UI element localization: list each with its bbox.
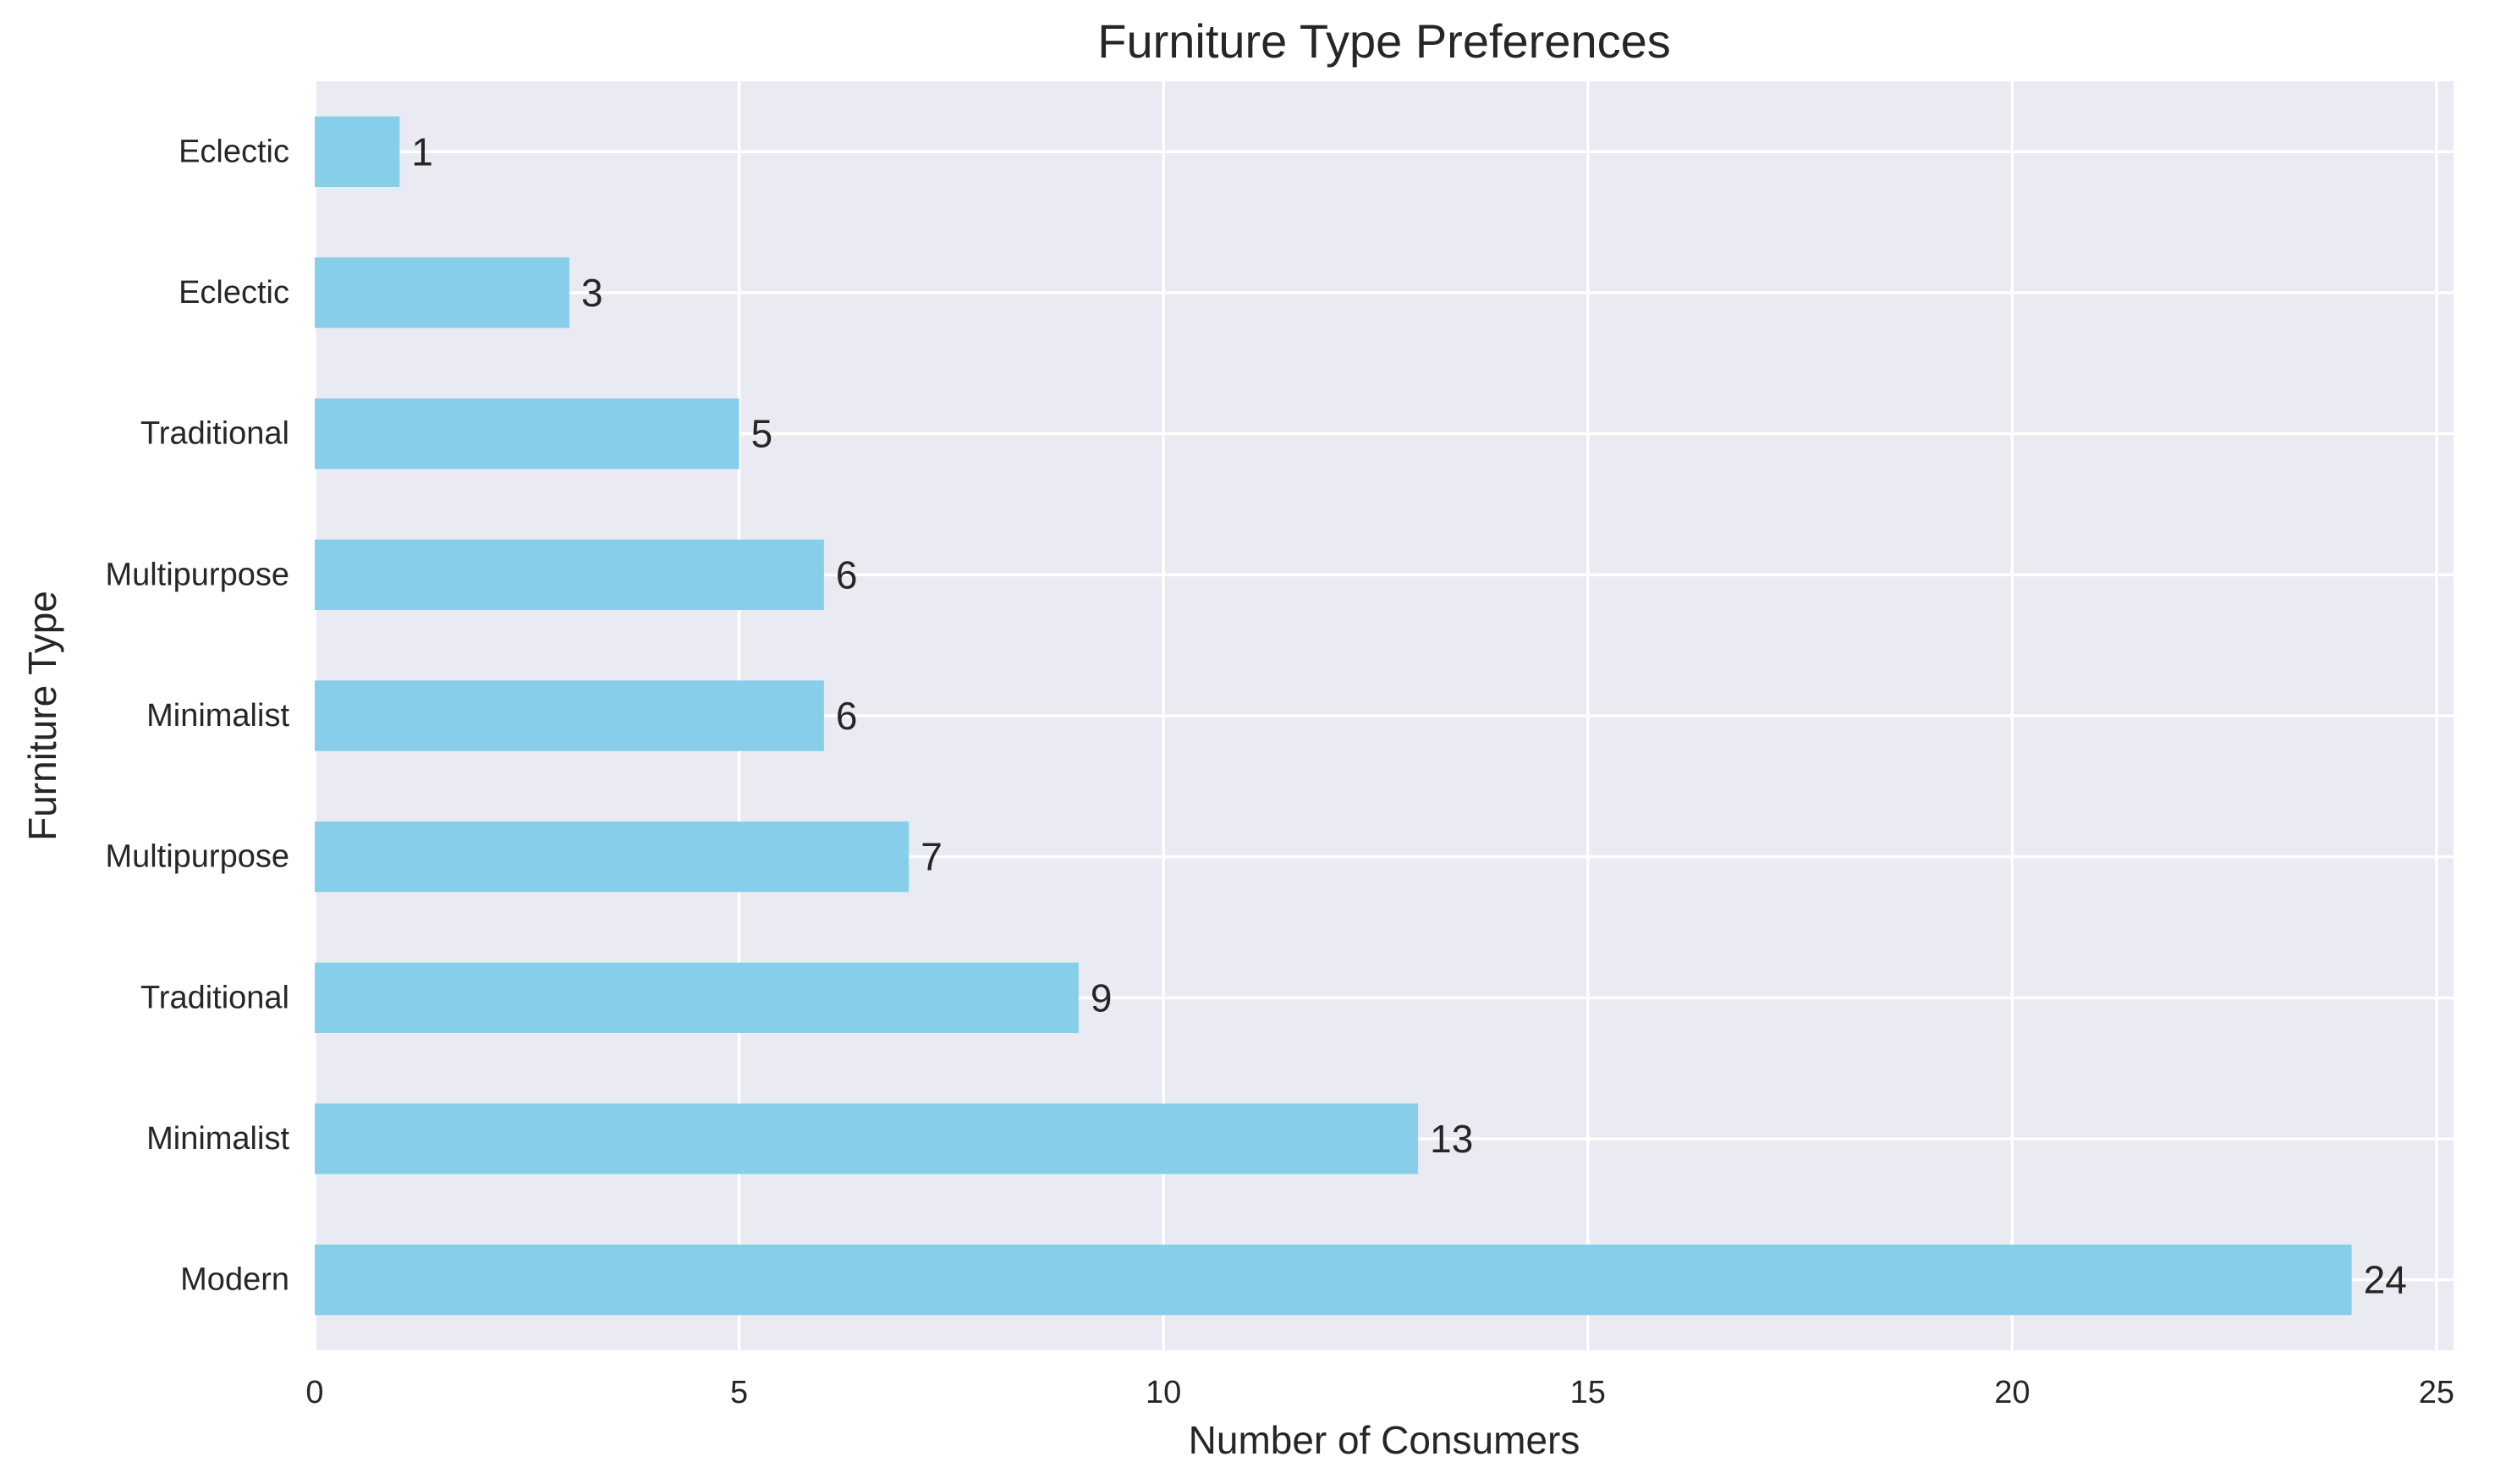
bar-value-label: 6 <box>836 552 858 596</box>
y-tick-label: Eclectic <box>179 134 289 169</box>
y-tick-label: Traditional <box>140 980 289 1015</box>
y-tick-label: Multipurpose <box>105 557 289 592</box>
bar <box>315 680 824 751</box>
x-tick-label: 5 <box>730 1375 748 1410</box>
x-tick-labels: 0 5 10 15 20 25 <box>305 1375 2454 1410</box>
bar <box>315 962 1079 1033</box>
y-tick-label: Modern <box>180 1262 289 1298</box>
x-tick-label: 25 <box>2419 1375 2454 1410</box>
y-tick-label: Minimalist <box>146 698 289 734</box>
x-tick-label: 15 <box>1570 1375 1606 1410</box>
bar-value-label: 13 <box>1430 1117 1473 1161</box>
bar <box>315 257 569 328</box>
chart-title: Furniture Type Preferences <box>1097 14 1671 68</box>
bar <box>315 539 824 610</box>
bar-value-label: 24 <box>2364 1258 2407 1302</box>
bar-value-label: 3 <box>581 271 603 315</box>
y-tick-label: Minimalist <box>146 1121 289 1157</box>
bar <box>315 398 739 470</box>
bar <box>315 1245 2352 1316</box>
x-tick-label: 20 <box>1994 1375 2030 1410</box>
bar <box>315 1103 1419 1174</box>
x-axis-label: Number of Consumers <box>1189 1418 1580 1462</box>
bar-value-label: 7 <box>921 835 942 879</box>
x-tick-label: 10 <box>1146 1375 1181 1410</box>
bar <box>315 822 910 893</box>
bar-value-label: 6 <box>836 694 858 738</box>
bar-value-label: 9 <box>1091 976 1113 1020</box>
y-tick-label: Eclectic <box>179 275 289 311</box>
y-axis-label: Furniture Type <box>20 591 64 841</box>
data-labels: 24 13 9 7 6 6 5 3 1 <box>411 129 2406 1301</box>
y-tick-label: Multipurpose <box>105 839 289 875</box>
bars <box>315 116 2352 1316</box>
bar-value-label: 5 <box>751 412 773 456</box>
x-tick-label: 0 <box>305 1375 323 1410</box>
bar <box>315 116 400 187</box>
bar-value-label: 1 <box>411 129 433 173</box>
y-tick-labels: Modern Minimalist Traditional Multipurpose M… <box>105 134 289 1297</box>
y-tick-label: Traditional <box>140 416 289 452</box>
